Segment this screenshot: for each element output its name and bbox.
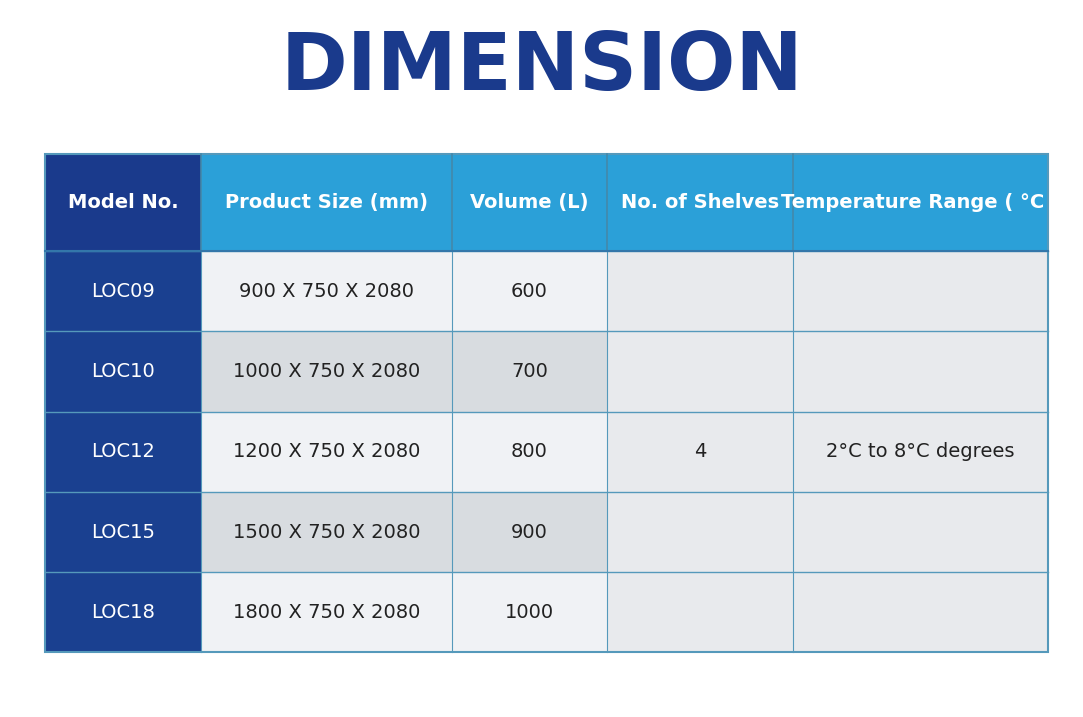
Bar bbox=[452, 412, 608, 492]
Bar bbox=[201, 412, 452, 492]
Text: DIMENSION: DIMENSION bbox=[280, 29, 803, 107]
Bar bbox=[45, 572, 201, 652]
Bar bbox=[608, 572, 793, 652]
Text: LOC09: LOC09 bbox=[91, 282, 155, 300]
Bar bbox=[793, 572, 1048, 652]
Text: LOC12: LOC12 bbox=[91, 442, 155, 461]
Bar bbox=[608, 251, 793, 331]
Bar bbox=[452, 572, 608, 652]
Bar bbox=[45, 412, 201, 492]
Bar bbox=[45, 154, 1048, 652]
Bar bbox=[793, 251, 1048, 331]
Text: Product Size (mm): Product Size (mm) bbox=[225, 193, 428, 212]
Bar bbox=[45, 154, 201, 251]
Text: 2°C to 8°C degrees: 2°C to 8°C degrees bbox=[826, 442, 1015, 461]
Text: 1000: 1000 bbox=[505, 603, 553, 622]
Text: No. of Shelves: No. of Shelves bbox=[621, 193, 779, 212]
Text: Volume (L): Volume (L) bbox=[470, 193, 589, 212]
Bar bbox=[793, 154, 1048, 251]
Bar bbox=[45, 492, 201, 572]
Text: LOC10: LOC10 bbox=[91, 362, 155, 381]
Text: LOC18: LOC18 bbox=[91, 603, 155, 622]
Text: Temperature Range ( °C ): Temperature Range ( °C ) bbox=[781, 193, 1060, 212]
Text: 1000 X 750 X 2080: 1000 X 750 X 2080 bbox=[233, 362, 420, 381]
Text: LOC15: LOC15 bbox=[91, 523, 155, 541]
Bar bbox=[45, 331, 201, 412]
Bar bbox=[452, 331, 608, 412]
Bar bbox=[608, 154, 793, 251]
Bar bbox=[201, 154, 452, 251]
Bar bbox=[608, 412, 793, 492]
Text: 900: 900 bbox=[511, 523, 548, 541]
Bar bbox=[201, 331, 452, 412]
Text: 1500 X 750 X 2080: 1500 X 750 X 2080 bbox=[233, 523, 420, 541]
Bar bbox=[201, 572, 452, 652]
Text: 4: 4 bbox=[694, 442, 706, 461]
Bar bbox=[452, 492, 608, 572]
Bar bbox=[452, 154, 608, 251]
Text: 600: 600 bbox=[511, 282, 548, 300]
Bar bbox=[201, 251, 452, 331]
Bar bbox=[793, 331, 1048, 412]
Bar bbox=[793, 412, 1048, 492]
Bar bbox=[45, 251, 201, 331]
Text: 1200 X 750 X 2080: 1200 X 750 X 2080 bbox=[233, 442, 420, 461]
Bar bbox=[608, 331, 793, 412]
Bar bbox=[452, 251, 608, 331]
Bar bbox=[793, 492, 1048, 572]
Text: Model No.: Model No. bbox=[68, 193, 179, 212]
Text: 800: 800 bbox=[511, 442, 548, 461]
Text: 1800 X 750 X 2080: 1800 X 750 X 2080 bbox=[233, 603, 420, 622]
Bar bbox=[608, 492, 793, 572]
Bar bbox=[201, 492, 452, 572]
Text: 900 X 750 X 2080: 900 X 750 X 2080 bbox=[238, 282, 414, 300]
Text: 700: 700 bbox=[511, 362, 548, 381]
